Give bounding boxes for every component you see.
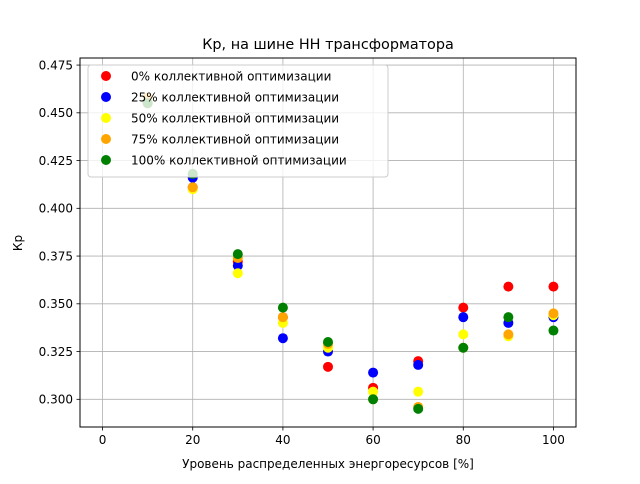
data-point — [548, 325, 559, 336]
data-point — [458, 342, 469, 353]
data-point — [187, 182, 198, 193]
data-point — [413, 386, 424, 397]
data-point — [368, 386, 379, 397]
legend-marker — [101, 71, 111, 81]
legend-marker — [101, 92, 111, 102]
data-point — [503, 281, 514, 292]
ticks: 0 20 40 60 80 100 0.300 0.325 0.350 0.375 0.400 0.4… — [39, 58, 565, 447]
x-tick-label: 80 — [456, 433, 471, 447]
legend-marker — [101, 155, 111, 165]
data-point — [323, 337, 333, 348]
data-point — [458, 312, 469, 323]
x-tick-label: 20 — [185, 433, 200, 447]
data-point — [368, 394, 379, 405]
legend-label: 50% коллективной оптимизации — [131, 112, 339, 126]
x-tick-label: 0 — [99, 433, 107, 447]
legend-label: 100% коллективной оптимизации — [131, 154, 347, 168]
chart-title: Кр, на шине НН трансформатора — [202, 37, 454, 53]
y-tick-label: 0.375 — [39, 249, 73, 263]
data-point — [277, 312, 288, 323]
y-tick-label: 0.400 — [39, 202, 73, 216]
legend-label: 0% коллективной оптимизации — [131, 70, 331, 84]
data-point — [458, 329, 469, 340]
legend-box — [87, 64, 389, 178]
data-point — [548, 308, 559, 319]
y-tick-label: 0.325 — [39, 345, 73, 359]
axes-frame — [79, 57, 577, 428]
y-tick-label: 0.350 — [39, 297, 73, 311]
x-tick-label: 100 — [542, 433, 565, 447]
data-point — [232, 260, 243, 271]
legend-marker — [101, 113, 111, 123]
data-point — [232, 249, 243, 260]
x-tick-label: 60 — [365, 433, 380, 447]
data-point — [413, 403, 424, 414]
legend-label: 75% коллективной оптимизации — [131, 133, 339, 147]
data-point — [232, 268, 243, 279]
y-tick-label: 0.450 — [39, 106, 73, 120]
y-tick-label: 0.425 — [39, 154, 73, 168]
data-point — [503, 329, 514, 340]
data-point — [323, 361, 333, 372]
legend-marker — [101, 134, 111, 144]
x-axis-label: Уровень распределенных энергоресурсов [%… — [182, 457, 474, 471]
y-tick-label: 0.475 — [39, 58, 73, 72]
data-point — [277, 333, 288, 344]
data-point — [458, 302, 469, 313]
data-point — [548, 281, 559, 292]
y-axis-label: Кр — [11, 235, 25, 251]
x-tick-label: 40 — [275, 433, 290, 447]
legend-label: 25% коллективной оптимизации — [131, 91, 339, 105]
data-point — [503, 312, 514, 323]
y-tick-label: 0.300 — [39, 393, 73, 407]
data-point — [277, 302, 288, 313]
data-point — [368, 367, 379, 378]
data-point — [413, 359, 424, 370]
legend: 0% коллективной оптимизации 25% коллектив… — [87, 64, 389, 178]
